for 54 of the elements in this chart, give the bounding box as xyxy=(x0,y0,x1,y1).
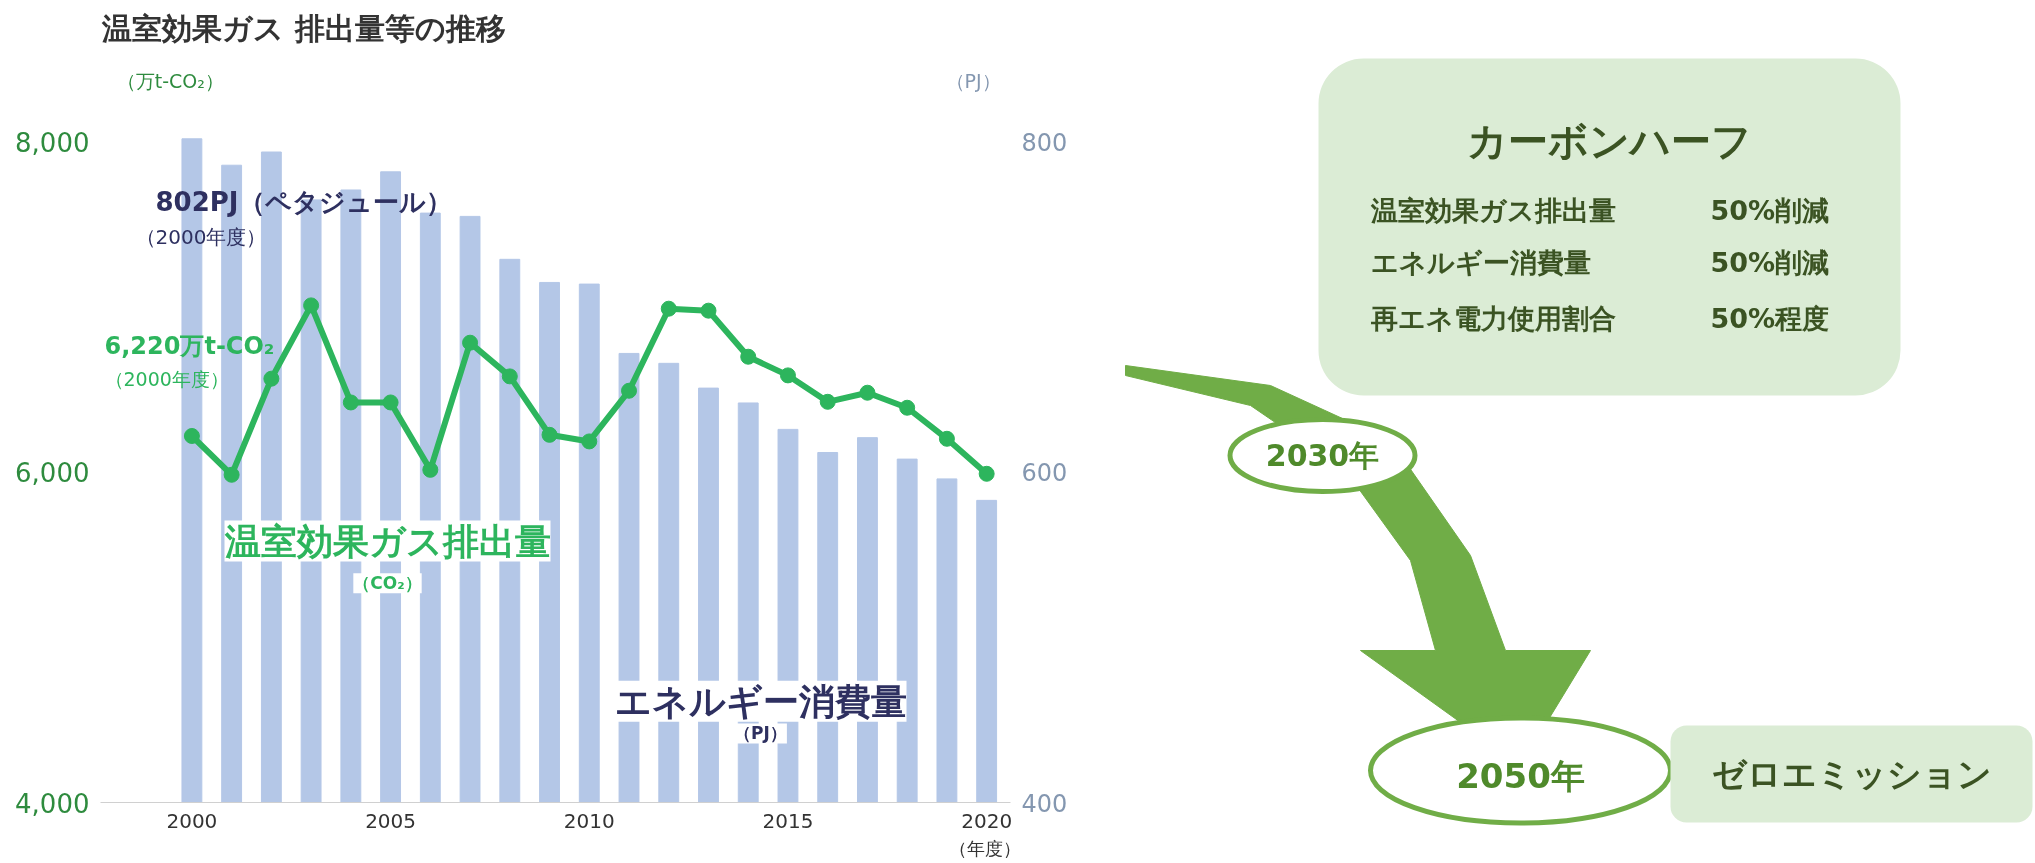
series-label: エネルギー消費量 xyxy=(614,680,907,722)
point xyxy=(621,382,638,399)
point xyxy=(819,393,836,410)
annotation: （2000年度） xyxy=(104,367,229,390)
y-tick-label: 4,000 xyxy=(15,788,90,819)
x-tick-label: 2020 xyxy=(961,808,1013,833)
text: 50%削減 xyxy=(1710,195,1830,226)
point xyxy=(541,426,558,443)
annotation: （CO₂） xyxy=(353,573,422,594)
text: カーボンハーフ xyxy=(1467,117,1752,164)
x-tick-label: 2015 xyxy=(762,808,814,833)
point xyxy=(223,466,240,483)
annotation: （2000年度） xyxy=(135,224,267,249)
point xyxy=(700,302,717,319)
text: 50%削減 xyxy=(1710,247,1830,278)
y-axis-title: （万t-CO₂） xyxy=(116,69,224,92)
point xyxy=(382,394,399,411)
text: 2030年 xyxy=(1265,438,1380,473)
annotation: 802PJ（ペタジュール） xyxy=(155,186,452,217)
point xyxy=(501,368,518,385)
text: 再エネ電力使用割合 xyxy=(1369,303,1616,334)
y-tick-label: 6,000 xyxy=(15,458,90,489)
point xyxy=(859,384,876,401)
point xyxy=(660,300,677,317)
point xyxy=(581,433,598,450)
point xyxy=(740,348,757,365)
point xyxy=(899,399,916,416)
y2-tick-label: 600 xyxy=(1021,459,1068,488)
y2-tick-label: 400 xyxy=(1021,789,1068,818)
point xyxy=(183,427,200,444)
annotation: 6,220万t-CO₂ xyxy=(104,331,275,360)
x-tick-label: 2000 xyxy=(166,808,218,833)
y2-tick-label: 800 xyxy=(1021,129,1068,158)
text: 温室効果ガス排出量 xyxy=(1369,195,1616,226)
x-tick-label: 2010 xyxy=(563,808,615,833)
series-label: 温室効果ガス排出量 xyxy=(223,520,551,562)
y2-axis-title: （PJ） xyxy=(945,69,1001,92)
point xyxy=(938,430,955,447)
x-tick-label: 2005 xyxy=(365,808,417,833)
point xyxy=(779,367,796,384)
x-axis-title: （年度） xyxy=(948,837,1021,859)
point xyxy=(978,465,995,482)
text: ゼロエミッション xyxy=(1711,753,1992,794)
text: 50%程度 xyxy=(1710,303,1830,334)
point xyxy=(422,461,439,478)
point xyxy=(462,334,479,351)
chart-title: 温室効果ガス 排出量等の推移 xyxy=(101,11,506,46)
point xyxy=(303,297,320,314)
text: 2050年 xyxy=(1456,755,1585,796)
text: エネルギー消費量 xyxy=(1370,247,1591,278)
point xyxy=(342,394,359,411)
point xyxy=(263,370,280,387)
annotation: （PJ） xyxy=(734,723,787,744)
y-tick-label: 8,000 xyxy=(15,128,90,159)
